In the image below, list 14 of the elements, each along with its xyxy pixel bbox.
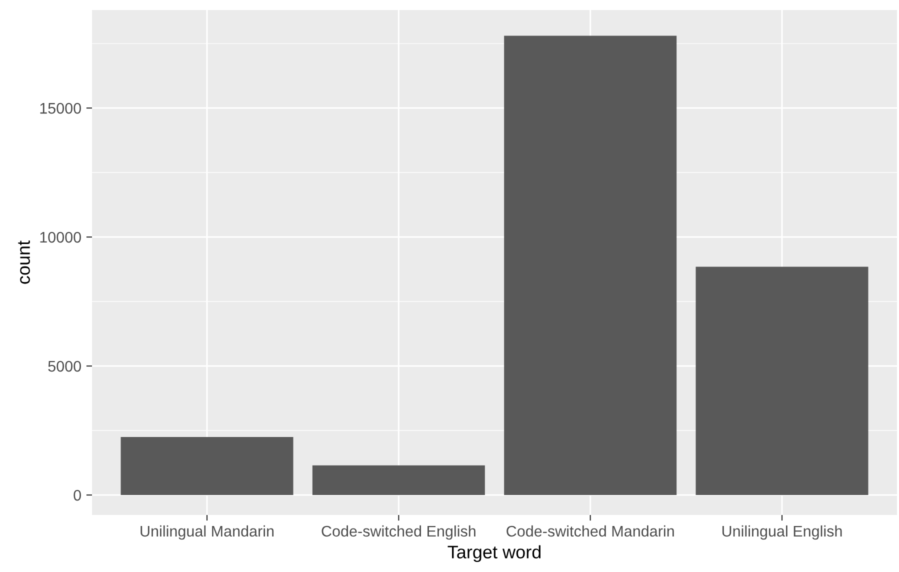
y-axis-title: count [18, 240, 30, 284]
x-tick-label: Code-switched Mandarin [506, 525, 674, 537]
x-axis-title: Target word [448, 545, 541, 562]
y-tick-label: 10000 [40, 232, 81, 243]
y-tick-label: 0 [74, 490, 81, 501]
bar [504, 36, 677, 496]
y-tick-label: 5000 [48, 360, 81, 372]
bar [696, 266, 868, 496]
y-tick-label: 15000 [40, 102, 81, 114]
bar [120, 436, 294, 496]
bar [312, 465, 485, 496]
x-tick-label: Unilingual English [722, 525, 842, 540]
x-tick-label: Code-switched English [322, 525, 476, 540]
x-tick-label: Unilingual Mandarin [140, 525, 274, 540]
